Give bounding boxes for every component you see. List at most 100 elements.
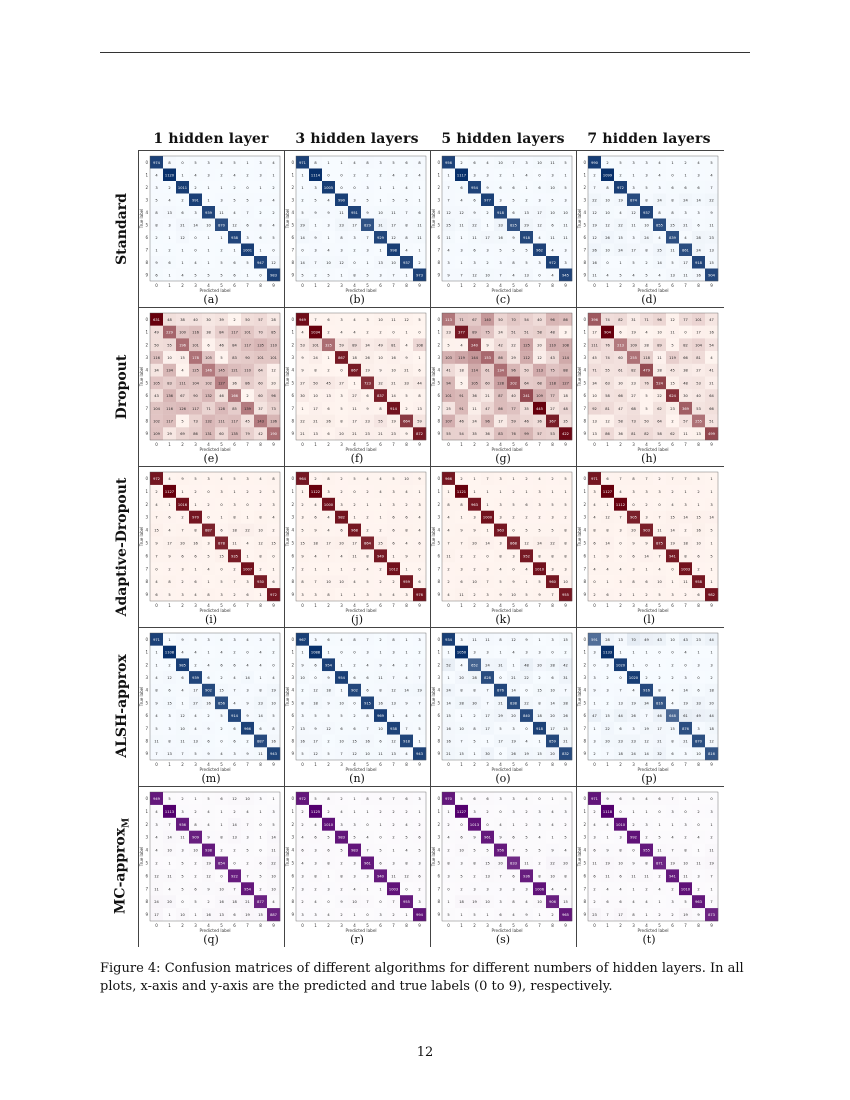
matrix-cell — [400, 633, 414, 646]
column-header-3-layers: 3 hidden layers — [295, 131, 419, 147]
matrix-cell — [322, 218, 336, 232]
cell-value: 5 — [525, 593, 527, 597]
matrix-cell — [322, 671, 336, 684]
matrix-cell — [309, 536, 323, 550]
cell-value: 5 — [194, 161, 196, 165]
matrix-cell — [588, 804, 602, 818]
diagonal-cell — [559, 747, 573, 761]
cell-value: 367 — [549, 419, 556, 423]
matrix-cell — [481, 588, 495, 602]
matrix-cell — [520, 510, 534, 524]
cell-value: 10 — [206, 223, 211, 227]
cell-value: 15 — [537, 752, 542, 756]
cell-value: 5 — [301, 273, 303, 277]
cell-value: 17 — [592, 331, 597, 335]
cell-value: 3 — [538, 810, 540, 814]
matrix-cell — [559, 856, 573, 870]
matrix-cell — [387, 830, 401, 844]
y-tick-label: 8 — [291, 260, 294, 265]
matrix-cell — [387, 869, 401, 883]
diagonal-cell — [163, 168, 177, 182]
matrix-cell — [588, 338, 602, 352]
cell-value: 840 — [523, 714, 531, 718]
matrix-cell — [601, 633, 615, 646]
cell-value: 8 — [327, 797, 330, 801]
cell-value: 8 — [327, 477, 330, 481]
diagonal-cell — [189, 671, 203, 684]
matrix-cell — [481, 313, 495, 326]
cell-value: 59 — [511, 419, 516, 423]
cell-value: 1 — [606, 503, 608, 507]
cell-value: 6 — [246, 223, 249, 227]
matrix-cell — [614, 721, 628, 735]
matrix-cell — [520, 427, 534, 441]
matrix-cell — [400, 351, 414, 364]
matrix-cell — [348, 817, 362, 831]
matrix-cell — [387, 645, 401, 659]
matrix-cell — [267, 231, 281, 244]
matrix-cell — [559, 671, 573, 684]
cell-value: 2 — [168, 663, 170, 667]
matrix-cell — [228, 588, 242, 602]
cell-value: 9 — [327, 676, 330, 680]
cell-value: 5 — [405, 836, 407, 840]
cell-value: 0 — [353, 701, 356, 705]
matrix-cell — [241, 156, 255, 169]
cell-value: 1013 — [470, 823, 479, 827]
cell-value: 5 — [272, 236, 274, 240]
cell-value: 3 — [684, 676, 686, 680]
y-tick-label: 3 — [145, 515, 148, 520]
panel-i: True label 0 0 972 4 9 5 3 4 5 3 4 8 1 1 2 1127 1 2 0 3 1 2 2 3 2… — [138, 466, 284, 631]
cell-value: 4 — [314, 554, 317, 558]
cell-value: 4 — [619, 211, 622, 215]
matrix-cell — [640, 734, 654, 748]
matrix-cell — [559, 363, 573, 377]
matrix-cell — [241, 414, 255, 428]
cell-value: 1 — [314, 567, 316, 571]
matrix-cell — [296, 231, 310, 244]
matrix-cell — [627, 536, 641, 550]
cell-value: 1 — [418, 356, 420, 360]
matrix-cell — [400, 843, 414, 857]
matrix-cell — [520, 243, 534, 257]
matrix-cell — [150, 325, 164, 339]
matrix-cell — [267, 472, 281, 486]
cell-value: 101 — [257, 356, 264, 360]
diagonal-cell — [455, 645, 469, 659]
x-tick-label: 8 — [551, 603, 554, 608]
matrix-cell — [387, 181, 401, 194]
matrix-cell — [627, 562, 641, 576]
cell-value: 38 — [206, 331, 211, 335]
x-tick-label: 5 — [658, 762, 661, 767]
matrix-cell — [215, 895, 229, 909]
matrix-cell — [241, 523, 255, 537]
cell-value: 43 — [550, 356, 555, 360]
cell-value: 5 — [564, 161, 566, 165]
cell-value: 57 — [258, 318, 263, 322]
matrix-cell — [374, 338, 388, 352]
matrix-cell — [361, 721, 375, 735]
matrix-cell — [614, 588, 628, 602]
cell-value: 10 — [404, 477, 409, 481]
diagonal-cell — [202, 683, 216, 697]
cell-value: 2 — [645, 836, 647, 840]
x-tick-label: 6 — [525, 283, 528, 288]
x-tick-label: 3 — [486, 603, 489, 608]
cell-value: 19 — [592, 223, 597, 227]
cell-value: 14 — [511, 689, 516, 693]
cell-value: 1 — [447, 676, 449, 680]
matrix-cell — [455, 671, 469, 684]
matrix-cell — [666, 671, 680, 684]
cell-value: 5 — [340, 714, 342, 718]
cell-value: 994 — [416, 913, 424, 917]
diagonal-cell — [455, 484, 469, 498]
cell-value: 5 — [327, 752, 329, 756]
y-tick-label: 5 — [291, 380, 294, 385]
cell-value: 1016 — [178, 503, 188, 507]
matrix-cell — [348, 645, 362, 659]
y-tick-label: 6 — [145, 235, 148, 240]
matrix-cell — [520, 376, 534, 390]
matrix-cell — [215, 882, 229, 896]
cell-value: 9 — [606, 797, 609, 801]
cell-value: 3 — [671, 810, 673, 814]
